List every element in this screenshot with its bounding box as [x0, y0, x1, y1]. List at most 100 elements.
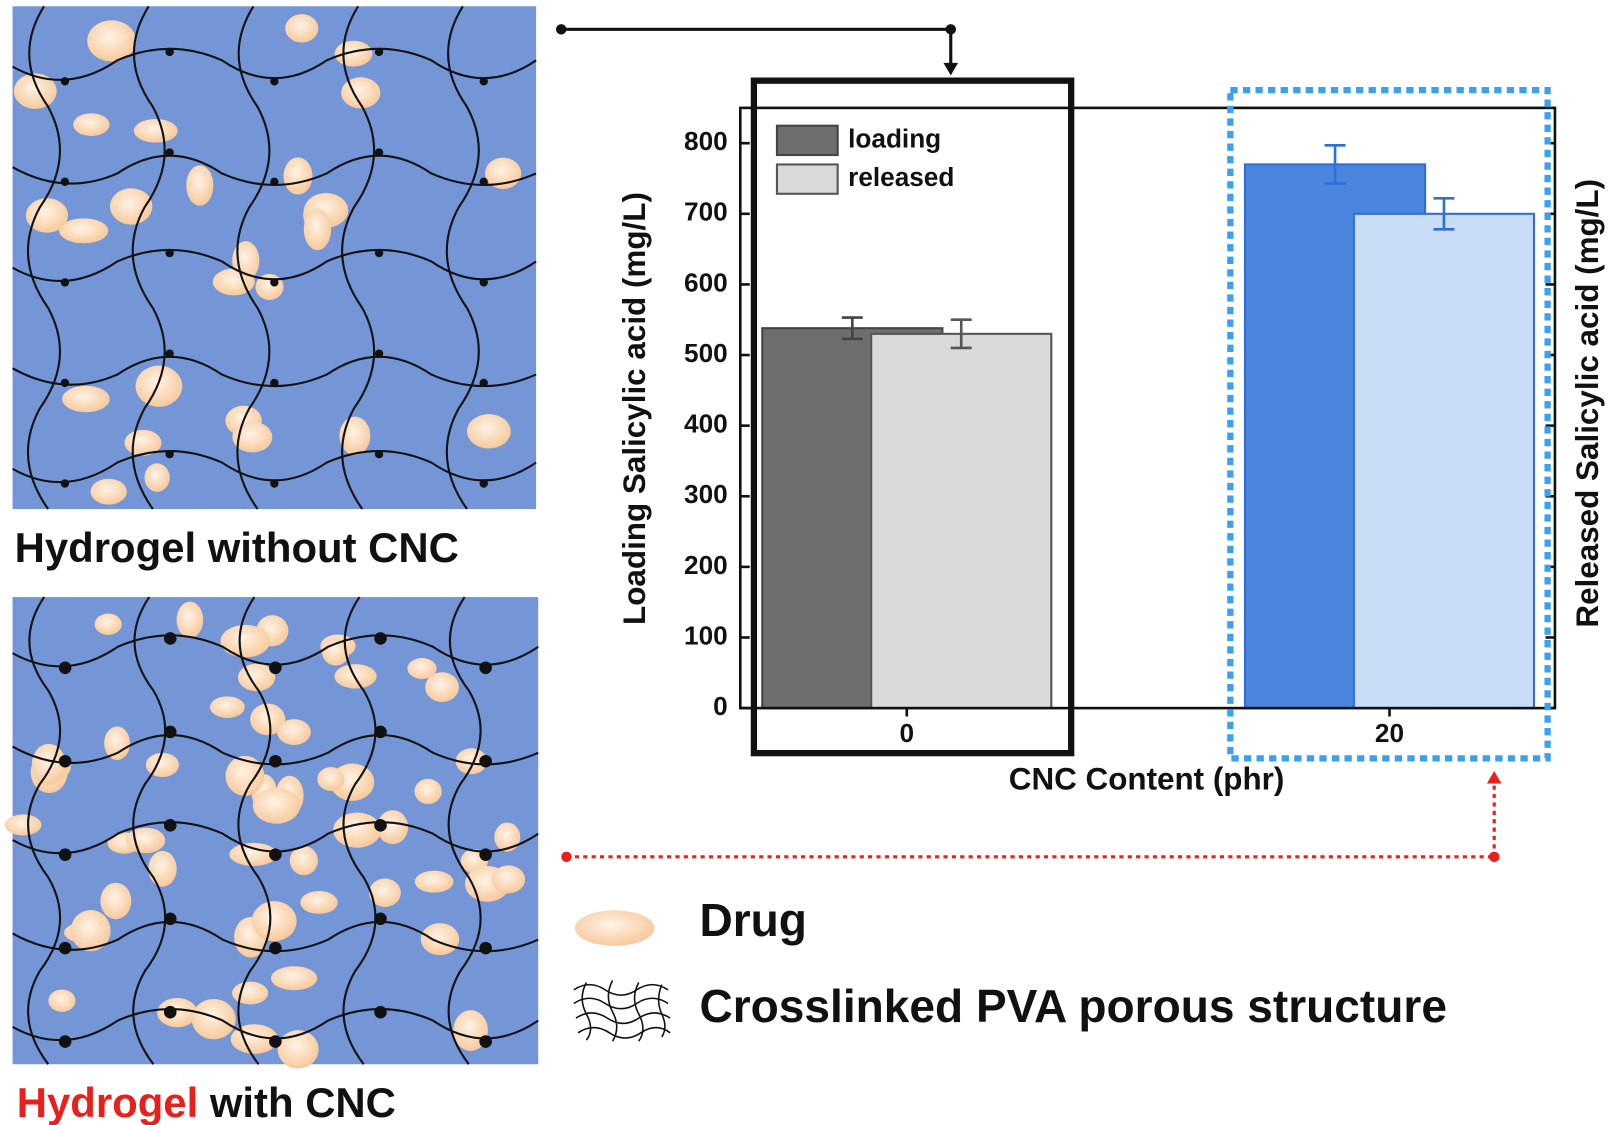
drug-particle — [220, 624, 271, 658]
crosslink — [165, 450, 174, 459]
crosslink — [479, 754, 492, 768]
chain — [342, 596, 377, 1065]
drug-particle — [90, 478, 127, 505]
crosslink — [374, 47, 384, 57]
bar — [870, 332, 1053, 710]
drug-particle — [87, 20, 136, 62]
chain — [237, 596, 272, 1065]
chain — [445, 5, 480, 510]
drug-particle — [277, 1030, 319, 1069]
y-tick-label: 500 — [684, 338, 728, 368]
chain — [26, 5, 61, 510]
drug-particle — [283, 157, 313, 195]
drug-particle — [48, 989, 76, 1012]
crosslink — [60, 177, 70, 187]
crosslink — [374, 148, 384, 157]
drug-particle — [270, 966, 318, 991]
drug-particle — [250, 703, 286, 736]
crosslink — [60, 278, 70, 287]
crosslink — [165, 148, 174, 157]
chain — [27, 596, 62, 1065]
crosslink — [270, 378, 279, 388]
crosslink — [269, 754, 282, 768]
drug-particle — [334, 40, 373, 67]
drug-particle — [109, 188, 153, 225]
drug-particle — [277, 719, 311, 745]
crosslink — [479, 378, 488, 388]
drug-particle — [133, 118, 178, 143]
crosslink — [374, 725, 387, 739]
crosslink — [479, 77, 488, 86]
drug-particle — [59, 218, 109, 244]
error-bar — [1433, 196, 1455, 231]
crosslink — [58, 661, 72, 675]
legend-label: released — [848, 162, 954, 192]
drug-particle — [455, 748, 488, 775]
drug-particle — [425, 672, 459, 702]
crosslink — [374, 819, 387, 832]
drug-particle — [13, 73, 57, 109]
plot: 0 100 200 300 400 500 600 700 800 0 20 loading relea… — [684, 106, 1557, 748]
drug-particle — [232, 421, 273, 453]
connector — [556, 24, 1502, 863]
crosslink — [479, 848, 492, 861]
drug-particle — [414, 778, 442, 805]
drug-particle — [104, 726, 131, 760]
crosslink — [374, 349, 384, 358]
x-tick-label: 0 — [900, 718, 915, 748]
crosslink — [269, 1035, 282, 1048]
highlight-box — [750, 77, 1075, 757]
drug-particle — [176, 601, 204, 639]
drug-particle — [289, 846, 318, 876]
crosslink — [165, 248, 174, 258]
crosslink — [479, 278, 488, 287]
crosslink — [60, 378, 70, 388]
drug-particle — [466, 414, 511, 449]
crosslink — [269, 848, 282, 861]
drug-particle — [212, 268, 255, 296]
drug-particle — [377, 810, 409, 845]
crosslink — [479, 1035, 492, 1048]
crosslink — [60, 479, 70, 488]
illustration — [4, 5, 539, 1069]
legend-swatch — [775, 124, 839, 157]
crosslink — [163, 632, 177, 645]
drug-particle — [4, 814, 42, 836]
drug-particle — [144, 463, 170, 492]
y-tick-label: 300 — [684, 479, 728, 509]
chain — [236, 5, 271, 510]
drug-particle — [100, 882, 132, 920]
drug-particle — [300, 891, 338, 914]
drug-particle — [407, 658, 437, 680]
highlight-box — [1227, 86, 1551, 762]
drug-particle — [73, 113, 110, 137]
drug-particle — [414, 870, 454, 893]
chain — [131, 5, 166, 510]
drug-particle — [420, 923, 460, 956]
crosslink — [479, 661, 492, 675]
x-tick-label: 20 — [1375, 718, 1404, 748]
crosslink — [479, 479, 488, 488]
y-tick-label: 400 — [684, 409, 728, 439]
drug-particle — [135, 365, 183, 407]
drug-icon — [574, 910, 655, 946]
caption-red: Hydrogel — [17, 1079, 198, 1125]
drug-particle — [453, 1010, 489, 1051]
crosslink — [269, 661, 282, 675]
y-tick-label: 0 — [713, 691, 728, 721]
caption-part: with CNC — [209, 1079, 396, 1125]
crosslink — [374, 912, 387, 926]
drug-particle — [70, 910, 111, 952]
drug-particle — [186, 165, 214, 206]
drug-particle — [157, 997, 198, 1028]
crosslink — [163, 819, 177, 832]
drug-particle — [231, 981, 269, 1005]
crosslink — [60, 77, 70, 86]
drug-particle — [148, 850, 177, 887]
drug-particle — [209, 696, 245, 718]
drug-particle — [145, 752, 179, 778]
crosslink — [270, 479, 279, 488]
drug-particle — [251, 901, 297, 942]
y-axis-title: Loading Salicylic acid (mg/L) — [617, 192, 652, 625]
